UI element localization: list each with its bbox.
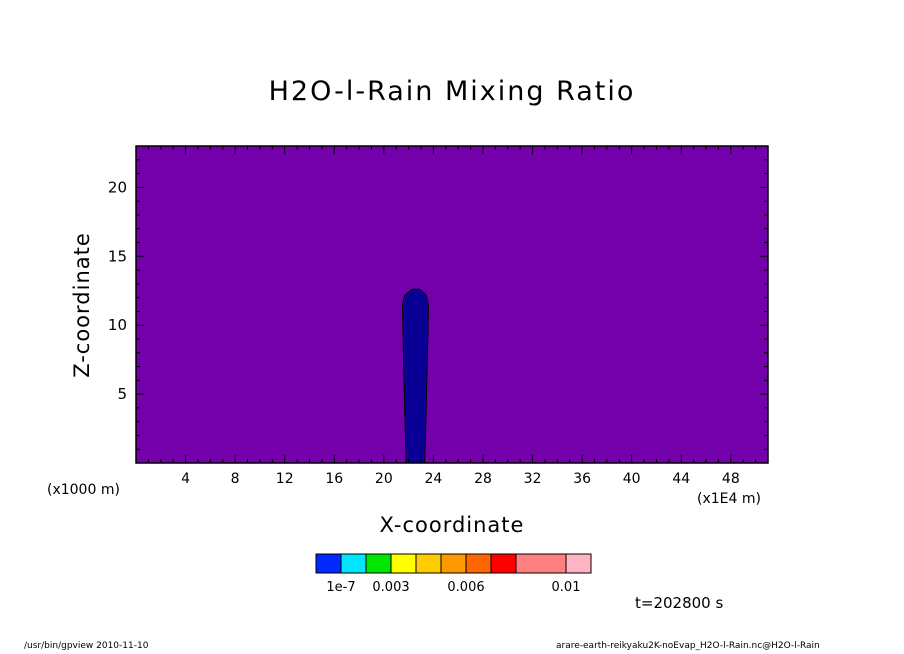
x-tick-label: 32 [524, 471, 542, 487]
plot-background [136, 146, 768, 463]
y-axis: 5 10 15 20 [108, 145, 768, 464]
colorbar-swatch [565, 553, 592, 574]
colorbar-label: 0.003 [372, 580, 409, 595]
x-tick-label: 8 [231, 471, 240, 487]
x-tick-label: 44 [672, 471, 690, 487]
rain-region-0 [401, 288, 430, 464]
y-tick-label: 15 [108, 247, 127, 265]
z-units-label: (x1000 m) [47, 482, 120, 498]
colorbar-label: 1e-7 [326, 580, 355, 595]
x-tick-label: 40 [623, 471, 641, 487]
colorbar-swatch [315, 553, 342, 574]
x-tick-label: 36 [573, 471, 591, 487]
chart-title: H2O-l-Rain Mixing Ratio [268, 76, 636, 107]
colorbar-swatch [340, 553, 367, 574]
colorbar-swatch [515, 553, 567, 574]
x-tick-label: 4 [181, 471, 190, 487]
plot-frame [135, 145, 769, 464]
y-tick-label: 10 [108, 316, 127, 334]
x-units-label: (x1E4 m) [697, 491, 761, 507]
data-regions [401, 288, 430, 464]
y-tick-label: 5 [117, 385, 127, 403]
footer-program: /usr/bin/gpview 2010-11-10 [24, 641, 149, 651]
y-tick-label: 20 [108, 178, 127, 196]
colorbar-swatch [415, 553, 442, 574]
x-tick-label: 20 [375, 471, 393, 487]
time-label: t=202800 s [635, 594, 724, 612]
colorbar-swatch [365, 553, 392, 574]
x-tick-label: 16 [325, 471, 343, 487]
x-axis: 4 8 12 16 20 24 28 32 36 40 44 48 [135, 146, 769, 487]
colorbar-swatch [390, 553, 417, 574]
x-tick-label: 28 [474, 471, 492, 487]
y-axis-label: Z-coordinate [70, 232, 94, 378]
colorbar-label: 0.01 [552, 580, 581, 595]
colorbar-swatch [490, 553, 517, 574]
x-axis-label: X-coordinate [379, 513, 525, 537]
colorbar-swatch [465, 553, 492, 574]
x-tick-label: 12 [276, 471, 294, 487]
colorbar-label: 0.006 [447, 580, 484, 595]
x-tick-label: 24 [424, 471, 442, 487]
colorbar-swatch [440, 553, 467, 574]
x-tick-label: 48 [722, 471, 740, 487]
colorbar: 1e-7 0.003 0.006 0.01 [315, 553, 592, 595]
footer-file: arare-earth-reikyaku2K-noEvap_H2O-l-Rain… [556, 641, 820, 651]
